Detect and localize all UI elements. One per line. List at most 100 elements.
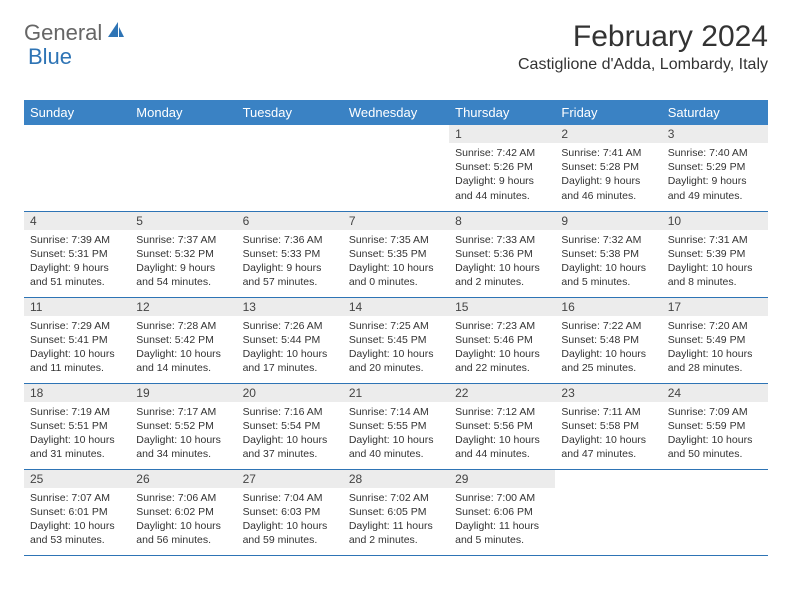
month-title: February 2024 [518, 20, 768, 54]
day-line: and 5 minutes. [455, 533, 549, 547]
day-line: and 40 minutes. [349, 447, 443, 461]
day-line: Daylight: 10 hours [349, 261, 443, 275]
day-line: and 47 minutes. [561, 447, 655, 461]
col-header: Saturday [662, 100, 768, 125]
day-line: Daylight: 10 hours [668, 347, 762, 361]
day-line: and 0 minutes. [349, 275, 443, 289]
day-details: Sunrise: 7:35 AMSunset: 5:35 PMDaylight:… [343, 230, 449, 294]
calendar-cell: 9Sunrise: 7:32 AMSunset: 5:38 PMDaylight… [555, 211, 661, 297]
calendar-cell: 14Sunrise: 7:25 AMSunset: 5:45 PMDayligh… [343, 297, 449, 383]
day-line: Sunrise: 7:20 AM [668, 319, 762, 333]
day-line: Daylight: 9 hours [136, 261, 230, 275]
calendar-cell: 27Sunrise: 7:04 AMSunset: 6:03 PMDayligh… [237, 469, 343, 555]
logo: General [24, 20, 128, 46]
logo-text-blue: Blue [28, 44, 72, 69]
day-number: 18 [24, 384, 130, 402]
day-line: Sunset: 5:38 PM [561, 247, 655, 261]
calendar-cell [130, 125, 236, 211]
day-line: Sunset: 5:42 PM [136, 333, 230, 347]
day-line: and 2 minutes. [455, 275, 549, 289]
day-number: 17 [662, 298, 768, 316]
calendar-table: Sunday Monday Tuesday Wednesday Thursday… [24, 100, 768, 556]
day-details: Sunrise: 7:33 AMSunset: 5:36 PMDaylight:… [449, 230, 555, 294]
day-line: Daylight: 10 hours [30, 433, 124, 447]
day-line: Daylight: 10 hours [243, 519, 337, 533]
day-line: Sunrise: 7:14 AM [349, 405, 443, 419]
calendar-cell [662, 469, 768, 555]
calendar-cell: 6Sunrise: 7:36 AMSunset: 5:33 PMDaylight… [237, 211, 343, 297]
col-header: Wednesday [343, 100, 449, 125]
day-line: and 44 minutes. [455, 189, 549, 203]
day-line: Daylight: 10 hours [30, 347, 124, 361]
day-line: Daylight: 11 hours [349, 519, 443, 533]
day-line: Sunrise: 7:22 AM [561, 319, 655, 333]
logo-text-general: General [24, 20, 102, 46]
day-line: and 17 minutes. [243, 361, 337, 375]
day-line: Daylight: 10 hours [561, 261, 655, 275]
day-details: Sunrise: 7:26 AMSunset: 5:44 PMDaylight:… [237, 316, 343, 380]
day-details: Sunrise: 7:12 AMSunset: 5:56 PMDaylight:… [449, 402, 555, 466]
calendar-cell: 4Sunrise: 7:39 AMSunset: 5:31 PMDaylight… [24, 211, 130, 297]
col-header: Friday [555, 100, 661, 125]
day-details: Sunrise: 7:02 AMSunset: 6:05 PMDaylight:… [343, 488, 449, 552]
day-line: Sunset: 5:35 PM [349, 247, 443, 261]
day-line: Sunrise: 7:41 AM [561, 146, 655, 160]
day-line: Sunrise: 7:35 AM [349, 233, 443, 247]
day-line: Sunrise: 7:23 AM [455, 319, 549, 333]
calendar-cell: 3Sunrise: 7:40 AMSunset: 5:29 PMDaylight… [662, 125, 768, 211]
day-line: Daylight: 9 hours [243, 261, 337, 275]
day-details: Sunrise: 7:07 AMSunset: 6:01 PMDaylight:… [24, 488, 130, 552]
calendar-cell: 19Sunrise: 7:17 AMSunset: 5:52 PMDayligh… [130, 383, 236, 469]
day-details: Sunrise: 7:23 AMSunset: 5:46 PMDaylight:… [449, 316, 555, 380]
page-header: General February 2024 Castiglione d'Adda… [24, 20, 768, 74]
day-number: 19 [130, 384, 236, 402]
day-line: Sunrise: 7:07 AM [30, 491, 124, 505]
day-number: 7 [343, 212, 449, 230]
day-line: Sunset: 5:48 PM [561, 333, 655, 347]
day-details: Sunrise: 7:29 AMSunset: 5:41 PMDaylight:… [24, 316, 130, 380]
day-line: Daylight: 9 hours [561, 174, 655, 188]
calendar-cell: 23Sunrise: 7:11 AMSunset: 5:58 PMDayligh… [555, 383, 661, 469]
day-line: and 56 minutes. [136, 533, 230, 547]
day-line: Sunrise: 7:19 AM [30, 405, 124, 419]
day-line: and 34 minutes. [136, 447, 230, 461]
col-header: Sunday [24, 100, 130, 125]
day-line: Daylight: 10 hours [136, 347, 230, 361]
day-line: Sunrise: 7:00 AM [455, 491, 549, 505]
day-line: Sunrise: 7:39 AM [30, 233, 124, 247]
day-line: and 5 minutes. [561, 275, 655, 289]
col-header: Monday [130, 100, 236, 125]
day-number: 23 [555, 384, 661, 402]
day-line: Sunrise: 7:40 AM [668, 146, 762, 160]
day-line: Sunset: 5:46 PM [455, 333, 549, 347]
day-line: Daylight: 10 hours [455, 261, 549, 275]
day-details: Sunrise: 7:37 AMSunset: 5:32 PMDaylight:… [130, 230, 236, 294]
calendar-cell [24, 125, 130, 211]
day-details: Sunrise: 7:31 AMSunset: 5:39 PMDaylight:… [662, 230, 768, 294]
day-line: Sunrise: 7:37 AM [136, 233, 230, 247]
calendar-cell: 29Sunrise: 7:00 AMSunset: 6:06 PMDayligh… [449, 469, 555, 555]
day-line: Sunset: 6:01 PM [30, 505, 124, 519]
day-line: Sunset: 5:55 PM [349, 419, 443, 433]
day-line: and 46 minutes. [561, 189, 655, 203]
day-details: Sunrise: 7:40 AMSunset: 5:29 PMDaylight:… [662, 143, 768, 207]
calendar-cell: 2Sunrise: 7:41 AMSunset: 5:28 PMDaylight… [555, 125, 661, 211]
day-line: Sunset: 6:02 PM [136, 505, 230, 519]
col-header: Thursday [449, 100, 555, 125]
location-text: Castiglione d'Adda, Lombardy, Italy [518, 56, 768, 74]
day-number: 29 [449, 470, 555, 488]
calendar-cell: 5Sunrise: 7:37 AMSunset: 5:32 PMDaylight… [130, 211, 236, 297]
day-number: 24 [662, 384, 768, 402]
day-number: 20 [237, 384, 343, 402]
calendar-cell: 22Sunrise: 7:12 AMSunset: 5:56 PMDayligh… [449, 383, 555, 469]
day-line: Sunrise: 7:06 AM [136, 491, 230, 505]
day-line: and 53 minutes. [30, 533, 124, 547]
day-line: Daylight: 10 hours [455, 347, 549, 361]
day-line: and 22 minutes. [455, 361, 549, 375]
day-line: Sunrise: 7:09 AM [668, 405, 762, 419]
day-line: Daylight: 10 hours [243, 433, 337, 447]
calendar-cell: 28Sunrise: 7:02 AMSunset: 6:05 PMDayligh… [343, 469, 449, 555]
day-line: Sunset: 5:33 PM [243, 247, 337, 261]
day-line: and 57 minutes. [243, 275, 337, 289]
day-number: 2 [555, 125, 661, 143]
